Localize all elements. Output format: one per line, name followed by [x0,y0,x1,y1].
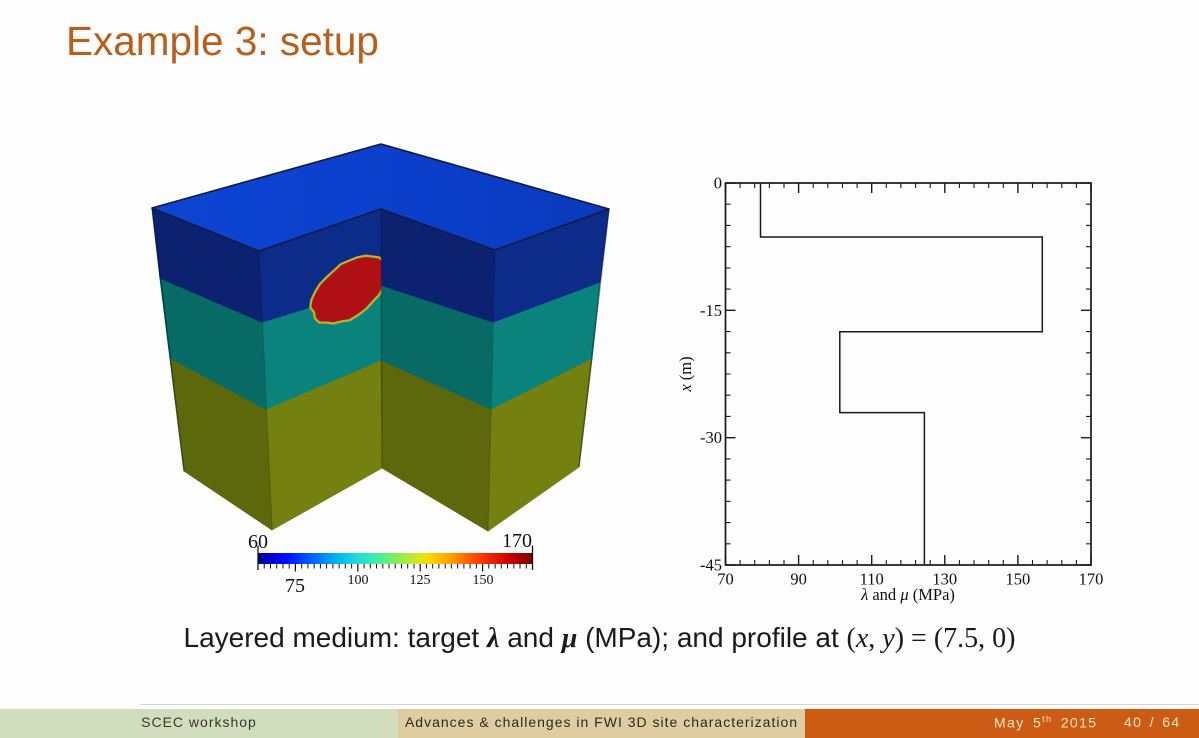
svg-text:170: 170 [1079,570,1104,589]
svg-text:100: 100 [348,573,369,588]
svg-text:110: 110 [860,570,884,589]
svg-text:125: 125 [410,573,431,588]
svg-text:150: 150 [1006,570,1031,589]
svg-text:λ and μ (MPa): λ and μ (MPa) [860,585,955,604]
svg-text:-45: -45 [700,556,722,575]
svg-text:-30: -30 [700,428,722,447]
svg-text:130: 130 [932,570,957,589]
svg-text:90: 90 [790,570,807,589]
svg-text:0: 0 [714,174,722,193]
svg-text:70: 70 [717,570,734,589]
svg-text:150: 150 [473,573,494,588]
svg-text:60: 60 [248,531,268,553]
svg-text:75: 75 [285,575,305,597]
svg-text:170: 170 [502,530,532,552]
svg-text:x (m): x (m) [676,356,695,392]
svg-text:-15: -15 [700,301,722,320]
